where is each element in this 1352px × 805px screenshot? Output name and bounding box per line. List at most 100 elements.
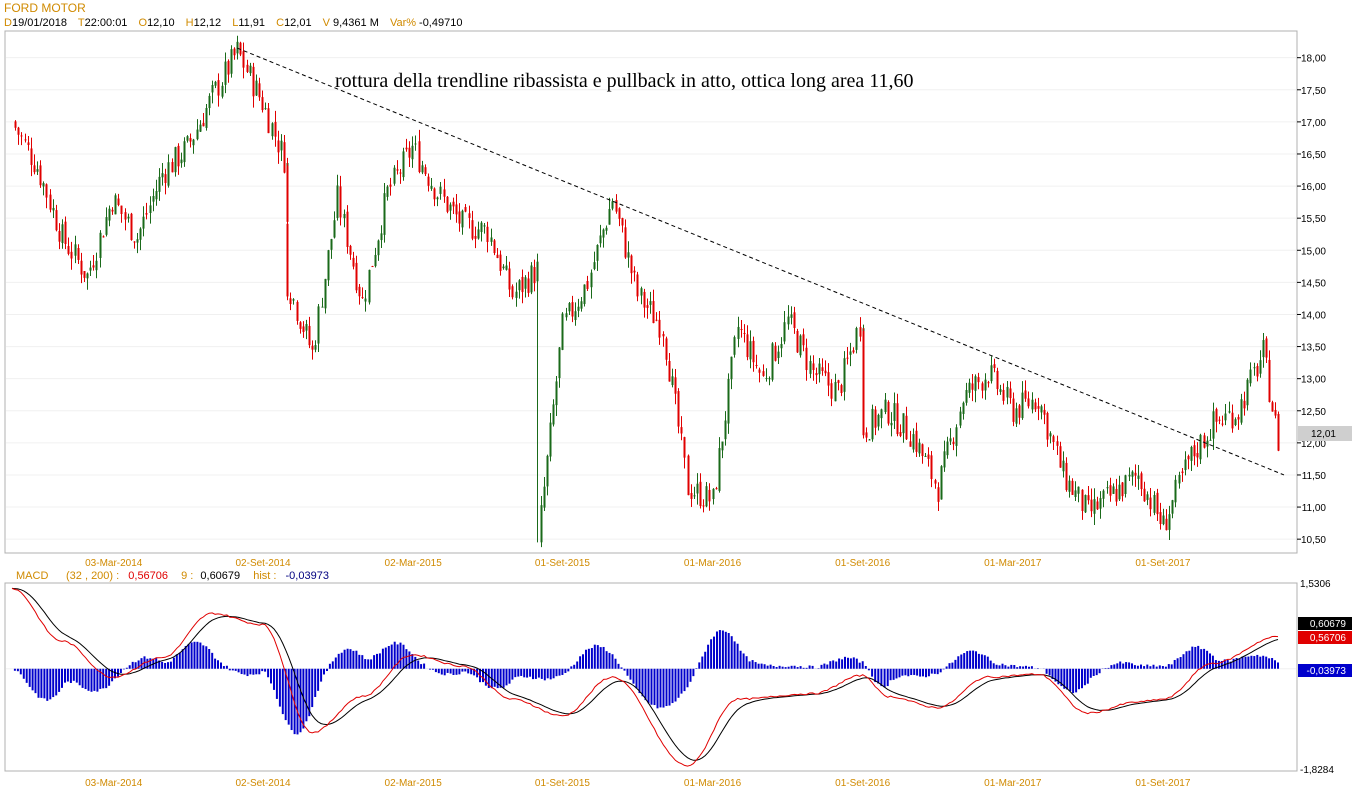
candle-body	[1128, 474, 1131, 477]
candle-body	[987, 382, 990, 384]
candle-body	[486, 226, 489, 242]
candle	[671, 368, 674, 388]
candle-body	[483, 225, 486, 227]
candle-body	[824, 370, 827, 374]
price-tick-label: 15,00	[1301, 246, 1326, 257]
candle	[258, 77, 261, 101]
candle	[352, 251, 355, 270]
candle	[902, 413, 905, 443]
candle	[1021, 381, 1024, 420]
candle	[145, 202, 148, 220]
candle	[443, 178, 446, 203]
candle	[349, 244, 352, 260]
candle-body	[943, 451, 946, 468]
candle	[521, 269, 524, 304]
candle	[1065, 457, 1068, 492]
candle-body	[586, 280, 589, 289]
candle	[1049, 431, 1052, 444]
candle-body	[1274, 409, 1277, 416]
candle	[696, 473, 699, 505]
candle-body	[1118, 484, 1121, 500]
candle	[865, 427, 868, 443]
candle	[868, 439, 871, 441]
candle-body	[199, 124, 202, 132]
candle-body	[380, 233, 383, 241]
candle-body	[524, 277, 527, 289]
candle-body	[1243, 400, 1246, 409]
price-tick-label: 18,00	[1301, 54, 1326, 65]
candle-body	[940, 466, 943, 500]
candle-body	[1024, 390, 1027, 399]
candle-body	[1077, 486, 1080, 494]
candle	[142, 206, 145, 237]
candle	[405, 138, 408, 152]
candle-body	[274, 121, 277, 137]
candle	[843, 351, 846, 401]
candle	[221, 82, 224, 99]
candle-body	[246, 64, 249, 72]
candle-body	[1206, 440, 1209, 447]
candle-body	[1049, 433, 1052, 437]
var-value: -0,49710	[419, 17, 462, 29]
candle	[1106, 480, 1109, 494]
candle	[940, 465, 943, 500]
candle-body	[511, 286, 514, 298]
candle-body	[877, 414, 880, 427]
candle	[909, 430, 912, 447]
candle-body	[909, 441, 912, 447]
candle-body	[996, 370, 999, 390]
candle-body	[755, 365, 758, 367]
price-tick-label: 11,00	[1302, 503, 1327, 514]
candle	[727, 373, 730, 434]
candle-body	[114, 195, 117, 215]
candle	[283, 135, 286, 174]
candle-body	[818, 363, 821, 375]
candle	[899, 424, 902, 438]
candle	[458, 203, 461, 232]
candle-body	[680, 427, 683, 434]
candle-body	[1221, 423, 1224, 425]
candle-body	[252, 66, 255, 97]
candle-body	[224, 61, 227, 85]
candle	[339, 175, 342, 226]
candle	[984, 373, 987, 400]
candle-body	[683, 437, 686, 458]
candle	[930, 451, 933, 488]
candle-body	[361, 297, 364, 299]
candle	[646, 298, 649, 319]
candle	[586, 275, 589, 292]
candle	[1184, 451, 1187, 476]
candle-body	[724, 420, 727, 440]
candle	[821, 358, 824, 376]
candle	[702, 499, 705, 513]
candle	[668, 352, 671, 382]
candle	[699, 473, 702, 509]
candle	[1165, 509, 1168, 531]
candle	[824, 360, 827, 377]
candle-body	[1181, 471, 1184, 474]
candle-body	[880, 409, 883, 419]
candle	[1121, 481, 1124, 502]
candle-body	[433, 188, 436, 200]
candle	[680, 416, 683, 441]
candle-body	[1015, 408, 1018, 424]
candle-body	[630, 255, 633, 274]
candle-body	[1068, 480, 1071, 492]
candle	[1159, 502, 1162, 530]
candle	[70, 241, 73, 270]
candle-body	[924, 455, 927, 457]
candle	[430, 177, 433, 191]
candle	[371, 265, 374, 268]
candle	[880, 408, 883, 429]
candle-body	[643, 291, 646, 308]
candle	[1062, 451, 1065, 478]
candle-body	[1187, 456, 1190, 460]
candle	[80, 252, 83, 284]
candle	[993, 358, 996, 373]
candle-body	[211, 85, 214, 93]
candle	[1149, 488, 1152, 517]
candle	[590, 269, 593, 299]
candle	[812, 355, 815, 381]
candle-body	[30, 148, 33, 165]
candle	[1040, 404, 1043, 420]
